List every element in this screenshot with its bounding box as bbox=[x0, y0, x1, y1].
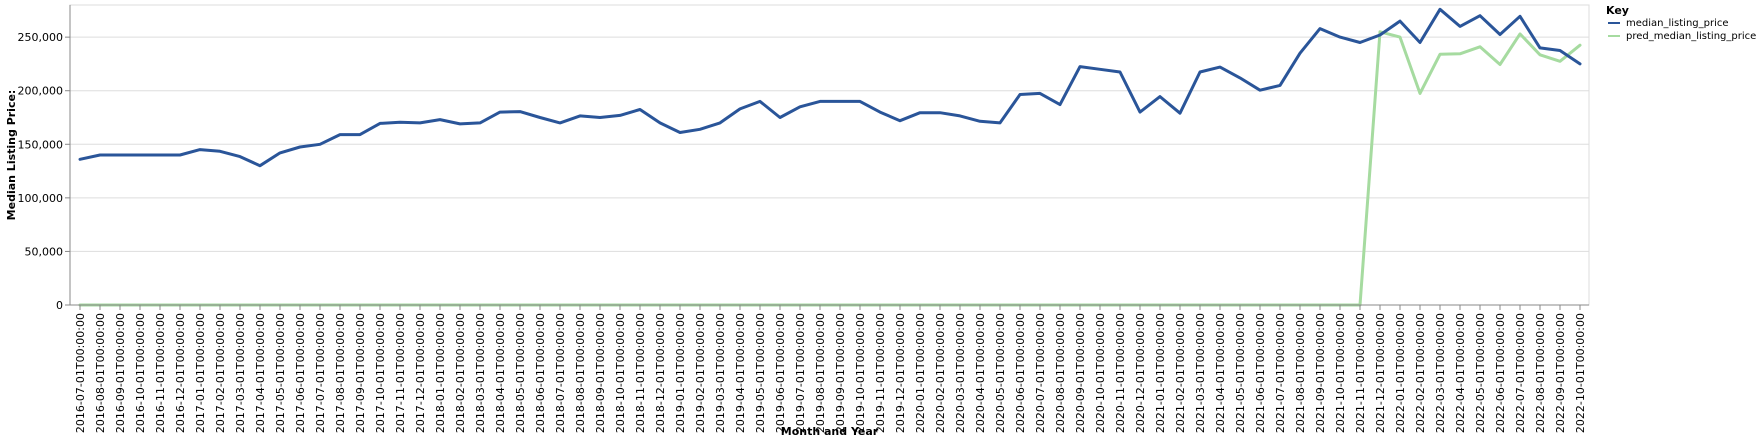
series-line-median_listing_price bbox=[78, 7, 1582, 168]
x-tick-label: 2020-07-01T00:00:00 bbox=[1034, 313, 1047, 433]
x-tick-label: 2021-10-01T00:00:00 bbox=[1334, 313, 1347, 433]
x-tick-label: 2020-04-01T00:00:00 bbox=[974, 313, 987, 433]
x-tick-label: 2021-09-01T00:00:00 bbox=[1314, 313, 1327, 433]
x-tick-label: 2017-09-01T00:00:00 bbox=[354, 313, 367, 433]
x-tick-label: 2019-10-01T00:00:00 bbox=[854, 313, 867, 433]
x-tick-label: 2016-11-01T00:00:00 bbox=[154, 313, 167, 433]
x-tick-label: 2017-04-01T00:00:00 bbox=[254, 313, 267, 433]
y-tick-label: 200,000 bbox=[18, 85, 64, 98]
x-tick-label: 2019-04-01T00:00:00 bbox=[734, 313, 747, 433]
x-tick-label: 2018-04-01T00:00:00 bbox=[494, 313, 507, 433]
series-line-pred_median_listing_price bbox=[78, 30, 1582, 307]
x-tick-label: 2017-02-01T00:00:00 bbox=[214, 313, 227, 433]
x-tick-label: 2019-07-01T00:00:00 bbox=[794, 313, 807, 433]
x-tick-label: 2017-08-01T00:00:00 bbox=[334, 313, 347, 433]
x-tick-label: 2020-05-01T00:00:00 bbox=[994, 313, 1007, 433]
x-tick-label: 2020-06-01T00:00:00 bbox=[1014, 313, 1027, 433]
legend: Key median_listing_price pred_median_lis… bbox=[1606, 4, 1756, 42]
x-tick-label: 2019-11-01T00:00:00 bbox=[874, 313, 887, 433]
x-tick-label: 2021-11-01T00:00:00 bbox=[1354, 313, 1367, 433]
x-tick-label: 2018-06-01T00:00:00 bbox=[534, 313, 547, 433]
x-tick-label: 2022-09-01T00:00:00 bbox=[1554, 313, 1567, 433]
x-tick-label: 2018-07-01T00:00:00 bbox=[554, 313, 567, 433]
x-tick-label: 2019-01-01T00:00:00 bbox=[674, 313, 687, 433]
x-tick-label: 2020-08-01T00:00:00 bbox=[1054, 313, 1067, 433]
x-tick-label: 2022-06-01T00:00:00 bbox=[1494, 313, 1507, 433]
x-tick-label: 2018-05-01T00:00:00 bbox=[514, 313, 527, 433]
legend-label-median: median_listing_price bbox=[1626, 18, 1729, 29]
x-tick-label: 2022-08-01T00:00:00 bbox=[1534, 313, 1547, 433]
x-tick-label: 2022-04-01T00:00:00 bbox=[1454, 313, 1467, 433]
axes: 0 50,000 100,000 150,000 200,000 250,000 2016-… bbox=[18, 5, 1589, 433]
x-tick-label: 2019-12-01T00:00:00 bbox=[894, 313, 907, 433]
y-tick-label: 50,000 bbox=[25, 245, 64, 258]
x-tick-label: 2016-08-01T00:00:00 bbox=[94, 313, 107, 433]
x-tick-label: 2016-09-01T00:00:00 bbox=[114, 313, 127, 433]
x-tick-label: 2021-01-01T00:00:00 bbox=[1154, 313, 1167, 433]
x-tick-label: 2017-05-01T00:00:00 bbox=[274, 313, 287, 433]
x-tick-label: 2018-12-01T00:00:00 bbox=[654, 313, 667, 433]
x-tick-label: 2018-01-01T00:00:00 bbox=[434, 313, 447, 433]
x-tick-label: 2021-04-01T00:00:00 bbox=[1214, 313, 1227, 433]
x-tick-label: 2022-07-01T00:00:00 bbox=[1514, 313, 1527, 433]
x-tick-label: 2022-10-01T00:00:00 bbox=[1574, 313, 1587, 433]
x-tick-label: 2016-07-01T00:00:00 bbox=[74, 313, 87, 433]
x-tick-label: 2021-02-01T00:00:00 bbox=[1174, 313, 1187, 433]
x-tick-label: 2022-05-01T00:00:00 bbox=[1474, 313, 1487, 433]
x-tick-label: 2017-01-01T00:00:00 bbox=[194, 313, 207, 433]
x-tick-label: 2021-12-01T00:00:00 bbox=[1374, 313, 1387, 433]
plot-area-frame bbox=[69, 4, 1590, 306]
x-tick-label: 2022-01-01T00:00:00 bbox=[1394, 313, 1407, 433]
x-tick-label: 2020-11-01T00:00:00 bbox=[1114, 313, 1127, 433]
x-tick-label: 2021-03-01T00:00:00 bbox=[1194, 313, 1207, 433]
x-tick-label: 2021-05-01T00:00:00 bbox=[1234, 313, 1247, 433]
x-tick-label: 2020-09-01T00:00:00 bbox=[1074, 313, 1087, 433]
x-tick-label: 2022-02-01T00:00:00 bbox=[1414, 313, 1427, 433]
x-tick-label: 2021-07-01T00:00:00 bbox=[1274, 313, 1287, 433]
x-tick-label: 2020-03-01T00:00:00 bbox=[954, 313, 967, 433]
x-tick-label: 2018-03-01T00:00:00 bbox=[474, 313, 487, 433]
x-tick-label: 2022-03-01T00:00:00 bbox=[1434, 313, 1447, 433]
x-tick-label: 2021-08-01T00:00:00 bbox=[1294, 313, 1307, 433]
y-tick-label: 250,000 bbox=[18, 31, 64, 44]
x-tick-label: 2016-12-01T00:00:00 bbox=[174, 313, 187, 433]
x-tick-label: 2019-05-01T00:00:00 bbox=[754, 313, 767, 433]
x-axis-title: Month and Year bbox=[781, 425, 879, 438]
x-tick-label: 2017-11-01T00:00:00 bbox=[394, 313, 407, 433]
x-tick-label: 2019-02-01T00:00:00 bbox=[694, 313, 707, 433]
x-tick-label: 2019-09-01T00:00:00 bbox=[834, 313, 847, 433]
x-tick-label: 2017-10-01T00:00:00 bbox=[374, 313, 387, 433]
y-tick-label: 100,000 bbox=[18, 192, 64, 205]
series-lines bbox=[78, 7, 1582, 307]
x-tick-label: 2016-10-01T00:00:00 bbox=[134, 313, 147, 433]
x-tick-label: 2017-12-01T00:00:00 bbox=[414, 313, 427, 433]
y-tick-label: 150,000 bbox=[18, 138, 64, 151]
x-tick-label: 2017-03-01T00:00:00 bbox=[234, 313, 247, 433]
x-tick-label: 2018-11-01T00:00:00 bbox=[634, 313, 647, 433]
x-tick-label: 2018-02-01T00:00:00 bbox=[454, 313, 467, 433]
x-tick-label: 2019-03-01T00:00:00 bbox=[714, 313, 727, 433]
y-axis-title: Median Listing Price: bbox=[5, 90, 18, 221]
x-tick-label: 2019-08-01T00:00:00 bbox=[814, 313, 827, 433]
x-tick-label: 2017-06-01T00:00:00 bbox=[294, 313, 307, 433]
x-tick-label: 2020-01-01T00:00:00 bbox=[914, 313, 927, 433]
x-tick-label: 2020-10-01T00:00:00 bbox=[1094, 313, 1107, 433]
x-tick-label: 2020-02-01T00:00:00 bbox=[934, 313, 947, 433]
x-tick-label: 2018-10-01T00:00:00 bbox=[614, 313, 627, 433]
legend-title: Key bbox=[1606, 4, 1629, 17]
x-tick-label: 2018-09-01T00:00:00 bbox=[594, 313, 607, 433]
grid-lines bbox=[70, 36, 1589, 306]
x-tick-label: 2017-07-01T00:00:00 bbox=[314, 313, 327, 433]
x-tick-label: 2019-06-01T00:00:00 bbox=[774, 313, 787, 433]
x-tick-label: 2018-08-01T00:00:00 bbox=[574, 313, 587, 433]
x-tick-label: 2021-06-01T00:00:00 bbox=[1254, 313, 1267, 433]
y-tick-label: 0 bbox=[56, 299, 63, 312]
legend-label-pred: pred_median_listing_price bbox=[1626, 31, 1756, 42]
x-tick-label: 2020-12-01T00:00:00 bbox=[1134, 313, 1147, 433]
